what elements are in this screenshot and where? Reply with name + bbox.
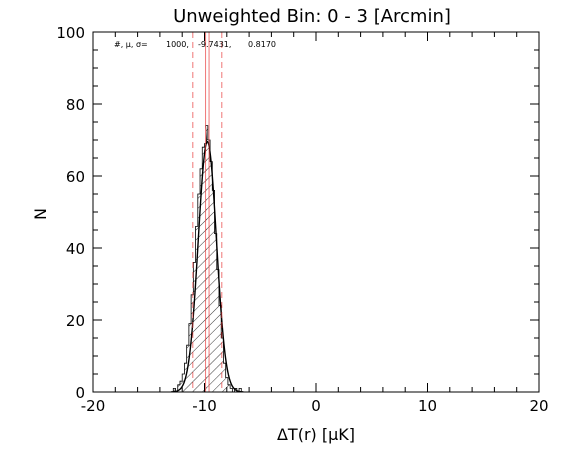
annotation-n: 1000,: [166, 40, 189, 49]
annotation-label: #, μ, σ=: [114, 40, 148, 49]
x-tick-label: 20: [529, 397, 548, 415]
y-axis-ticks: 0 20 40 60 80 100: [56, 24, 539, 402]
histogram-bar: [214, 233, 217, 392]
histogram-bar: [193, 262, 196, 392]
y-tick-label: 80: [66, 96, 85, 114]
x-axis-ticks: -20 -10 0 10 20: [81, 32, 549, 415]
y-axis-label: N: [31, 208, 50, 220]
annotation-mu: -9.7431,: [198, 40, 231, 49]
gaussian-fit-curve: [170, 140, 244, 392]
histogram-bar: [179, 381, 183, 392]
stats-annotation: #, μ, σ= 1000, -9.7431, 0.8170: [114, 40, 276, 49]
histogram-bar: [218, 305, 222, 392]
histogram-bar: [202, 147, 205, 392]
x-axis-label: ΔT(r) [μK]: [277, 425, 355, 444]
histogram-bar: [197, 194, 201, 392]
histogram-bar: [216, 269, 219, 392]
histogram-bar: [223, 363, 226, 392]
histogram-bar: [221, 338, 224, 392]
x-tick-label: 0: [311, 397, 321, 415]
histogram-bar: [188, 323, 192, 392]
plot-area: [92, 31, 540, 393]
histogram-bar: [210, 161, 213, 392]
y-tick-label: 60: [66, 168, 85, 186]
y-tick-label: 100: [56, 24, 85, 42]
y-tick-label: 40: [66, 240, 85, 258]
histogram-bar: [177, 384, 180, 392]
histogram-bar: [195, 226, 198, 392]
histogram-bars: [170, 125, 244, 392]
histogram-bar: [227, 384, 231, 392]
histogram-bar: [230, 388, 233, 392]
y-tick-label: 20: [66, 312, 85, 330]
annotation-sigma: 0.8170: [248, 40, 276, 49]
histogram-bar: [225, 377, 228, 392]
histogram-outline: [172, 125, 242, 392]
histogram-bar: [191, 294, 194, 392]
histogram-bar: [200, 168, 203, 392]
plot-frame: [92, 31, 540, 393]
y-tick-label: 0: [75, 384, 85, 402]
x-tick-label: -10: [192, 397, 217, 415]
chart-title: Unweighted Bin: 0 - 3 [Arcmin]: [173, 6, 451, 27]
histogram-bar: [239, 388, 242, 392]
x-tick-label: 10: [418, 397, 437, 415]
histogram-bar: [205, 125, 208, 392]
histogram-bar: [173, 388, 176, 392]
histogram-bar: [212, 190, 215, 392]
x-tick-label: -20: [81, 397, 106, 415]
